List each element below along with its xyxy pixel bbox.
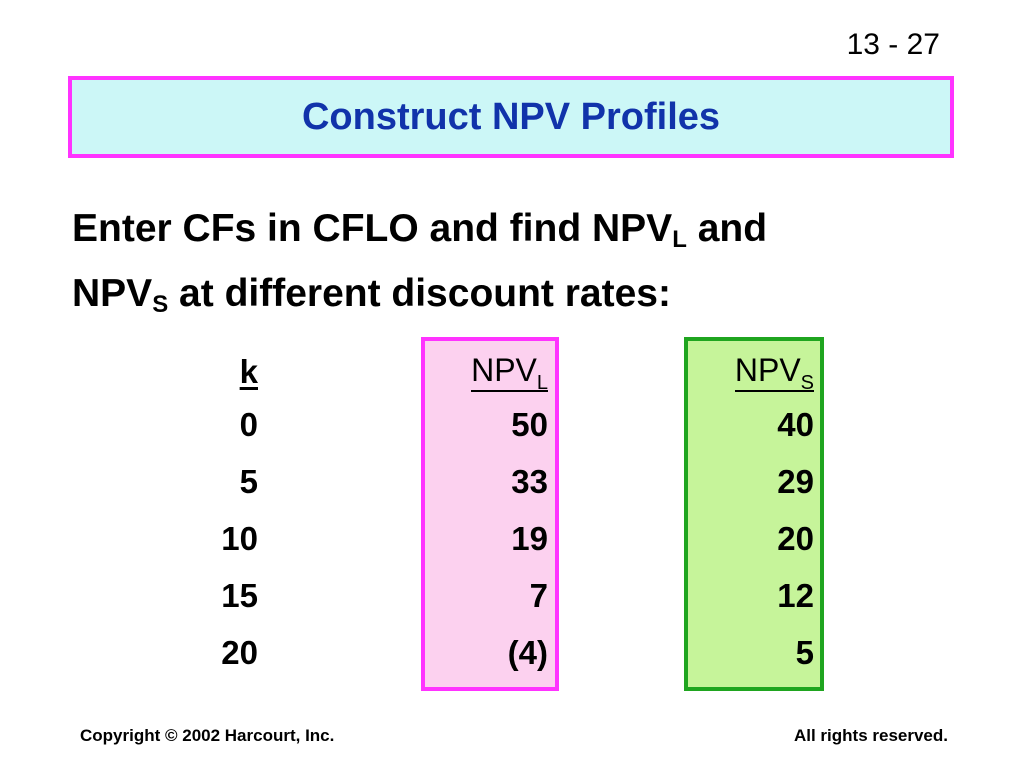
slide-title: Construct NPV Profiles: [301, 95, 721, 138]
page-number: 13 - 27: [846, 28, 940, 61]
npvl-box: [421, 337, 559, 691]
k-header: k: [239, 353, 258, 390]
npvs-header-sub: S: [800, 372, 814, 394]
k-column: k 0 5 10 15 20: [190, 348, 258, 681]
npvs-header: NPVS: [690, 348, 814, 396]
k-value: 0: [239, 406, 258, 443]
npvs-value: 20: [777, 520, 814, 557]
npvl-column: NPVL 50 33 19 7 (4): [430, 348, 548, 681]
k-value: 20: [221, 634, 258, 671]
footer-rights: All rights reserved.: [793, 726, 948, 745]
npvl-value: 7: [529, 577, 548, 614]
intro-part4: at different discount rates:: [168, 272, 671, 315]
npvs-header-text: NPV: [734, 352, 801, 388]
intro-part3: NPV: [72, 272, 153, 315]
footer-copyright: Copyright © 2002 Harcourt, Inc.: [80, 726, 335, 745]
npvl-value: 19: [511, 520, 548, 557]
npvs-box: [684, 337, 824, 691]
k-value: 5: [239, 463, 258, 500]
k-value: 10: [221, 520, 258, 557]
npvs-value: 12: [777, 577, 814, 614]
npvl-value: 33: [511, 463, 548, 500]
npvl-header: NPVL: [430, 348, 548, 396]
title-box: Construct NPV Profiles: [68, 76, 954, 158]
intro-part2: and: [686, 207, 768, 250]
npvs-value: 29: [777, 463, 814, 500]
intro-text: Enter CFs in CFLO and find NPVL and NPVS…: [72, 202, 952, 332]
npvs-column: NPVS 40 29 20 12 5: [690, 348, 814, 681]
npvs-value: 40: [777, 406, 814, 443]
npvl-header-sub: L: [536, 372, 548, 394]
npvl-value: (4): [507, 634, 548, 671]
k-value: 15: [221, 577, 258, 614]
intro-part1: Enter CFs in CFLO and find NPV: [72, 207, 673, 250]
intro-sub-l: L: [672, 226, 687, 253]
npvs-value: 5: [795, 634, 814, 671]
npvl-header-text: NPV: [471, 352, 537, 388]
intro-sub-s: S: [152, 291, 169, 318]
npvl-value: 50: [511, 406, 548, 443]
